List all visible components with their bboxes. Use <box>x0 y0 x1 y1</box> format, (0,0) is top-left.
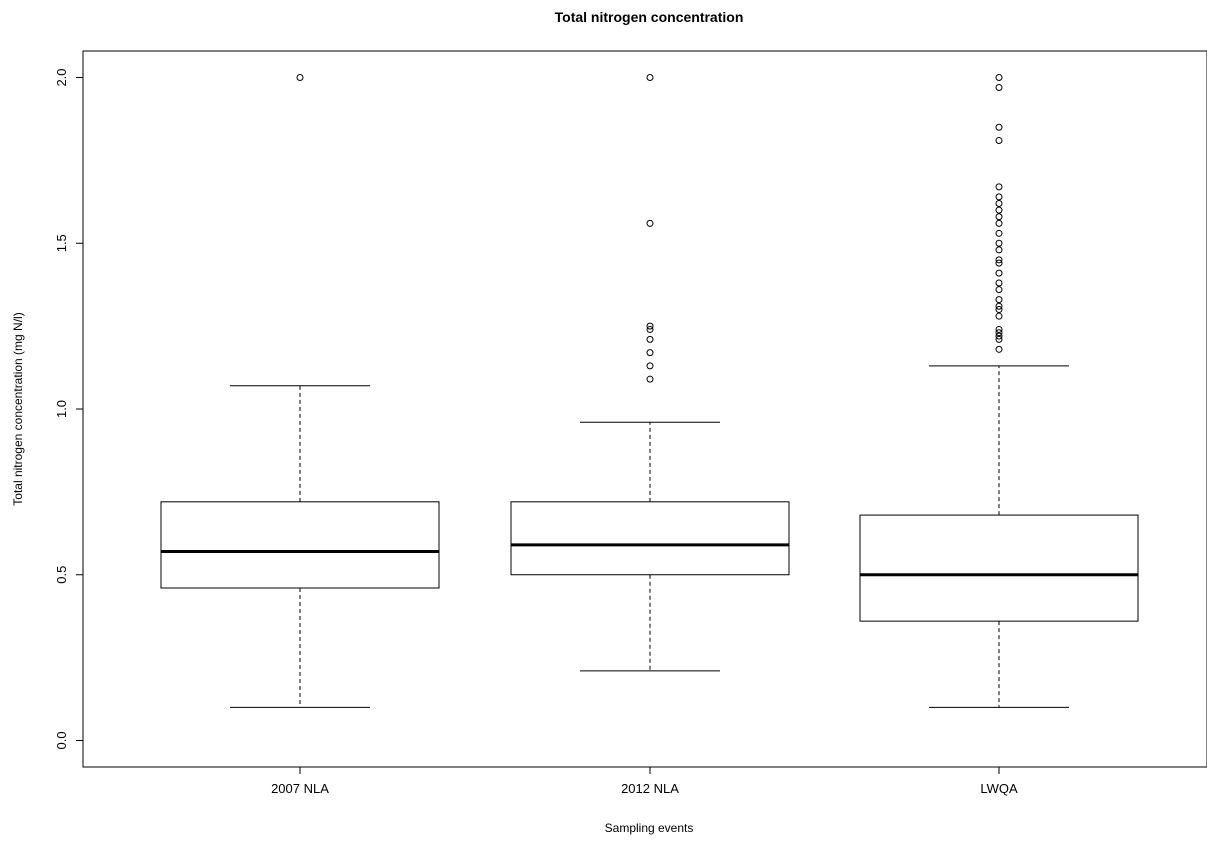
outlier-point <box>995 286 1003 294</box>
outlier-point <box>995 325 1003 333</box>
outlier-point <box>995 137 1003 144</box>
outlier-point <box>646 375 654 383</box>
outlier-point <box>646 349 654 357</box>
iqr-box <box>160 501 440 589</box>
outlier-point <box>646 219 654 227</box>
outlier-point <box>646 335 654 343</box>
outlier-point <box>995 183 1003 191</box>
y-tick-label: 0.5 <box>54 566 69 584</box>
outlier-point <box>995 246 1003 254</box>
box-group <box>859 74 1139 708</box>
outlier-point <box>995 345 1003 353</box>
outlier-point <box>995 296 1003 304</box>
y-tick-label: 2.0 <box>54 68 69 86</box>
outlier-point <box>646 322 654 330</box>
y-axis-label: Total nitrogen concentration (mg N/l) <box>11 312 25 505</box>
iqr-box <box>859 514 1139 622</box>
outlier-point <box>995 193 1003 201</box>
outlier-point <box>995 199 1003 207</box>
outlier-point <box>995 74 1003 82</box>
outlier-point <box>995 206 1003 214</box>
outlier-point <box>995 213 1003 221</box>
outlier-point <box>995 83 1003 91</box>
plot-frame <box>82 50 1207 768</box>
outlier-point <box>995 229 1003 237</box>
y-tick-label: 0.0 <box>54 731 69 749</box>
outlier-point <box>995 219 1003 227</box>
y-tick-label: 1.5 <box>54 234 69 252</box>
x-tick-label: 2012 NLA <box>621 781 679 796</box>
outlier-point <box>296 74 304 82</box>
outlier-point <box>995 259 1003 267</box>
boxes-layer <box>160 74 1139 708</box>
chart-title: Total nitrogen concentration <box>555 9 744 25</box>
outlier-point <box>995 335 1003 343</box>
y-axis: 0.0 0.5 1.0 1.5 2.0 <box>54 68 84 750</box>
outlier-point <box>995 279 1003 287</box>
x-axis: 2007 NLA 2012 NLA LWQA <box>271 766 1018 796</box>
outlier-point <box>995 329 1003 337</box>
outlier-point <box>995 123 1003 131</box>
outlier-point <box>995 306 1003 314</box>
outlier-point <box>995 302 1003 310</box>
box-group <box>510 74 790 672</box>
outlier-point <box>995 269 1003 277</box>
y-tick-label: 1.0 <box>54 400 69 418</box>
iqr-box <box>510 501 790 576</box>
box-group <box>160 74 440 708</box>
outlier-point <box>995 256 1003 264</box>
x-tick-label: LWQA <box>980 781 1018 796</box>
outlier-point <box>646 74 654 82</box>
outlier-point <box>646 362 654 370</box>
x-tick-label: 2007 NLA <box>271 781 329 796</box>
outlier-point <box>995 312 1003 320</box>
x-axis-label: Sampling events <box>605 821 694 835</box>
outlier-point <box>995 332 1003 340</box>
outlier-point <box>995 239 1003 247</box>
outlier-point <box>646 325 654 333</box>
